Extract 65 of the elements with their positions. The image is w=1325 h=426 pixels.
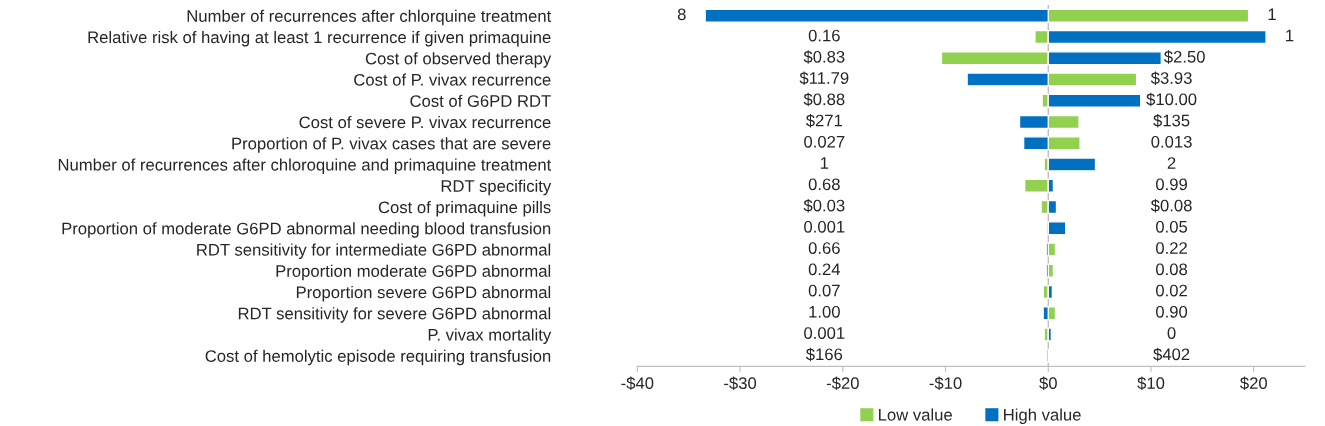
x-tick-label: -$40 [621, 376, 654, 391]
annotation: 0.02 [1156, 284, 1187, 297]
y-tick-label: Relative risk of having at least 1 recurrence if given primaquine [88, 30, 551, 47]
y-tick-label: Cost of observed therapy [365, 52, 552, 68]
annotation: 0.07 [808, 284, 840, 297]
x-tick-label: -$10 [929, 376, 962, 391]
x-tick-label: $20 [1240, 376, 1268, 391]
y-tick-label: P. vivax mortality [428, 328, 552, 344]
annotation: 0.013 [1151, 135, 1192, 148]
y-tick-label: RDT sensitivity for severe G6PD abnormal [238, 307, 551, 323]
x-tick-label: $10 [1137, 376, 1165, 391]
x-tick-label: -$20 [826, 376, 859, 391]
annotation: $0.88 [803, 92, 845, 107]
x-tick-label: $0 [1039, 376, 1057, 391]
annotation: $135 [1153, 113, 1190, 128]
bar [1042, 284, 1049, 300]
annotation: $10.00 [1146, 92, 1197, 107]
annotation: 0.05 [1156, 220, 1188, 233]
annotation: 1 [1268, 8, 1276, 21]
y-tick-label: Number of recurrences after chloroquine and primaquine treatment [58, 158, 552, 174]
annotation: 0.90 [1156, 305, 1188, 318]
y-tick-label: Proportion of moderate G6PD abnormal needing blood transfusion [62, 222, 551, 238]
bar [1047, 221, 1067, 236]
bar [1047, 327, 1053, 342]
annotation: 2 [1167, 157, 1176, 169]
annotation: $11.79 [799, 71, 849, 85]
annotation: 0.08 [1156, 263, 1188, 276]
y-tick-label: RDT sensitivity for intermediate G6PD abnormal [197, 243, 551, 259]
y-tick-label: Cost of hemolytic episode requiring transfusion [205, 349, 551, 366]
y-tick-label: Cost of primaquine pills [378, 200, 551, 217]
annotation: $2.50 [1163, 50, 1205, 64]
annotation: 0 [1167, 327, 1176, 339]
annotation: $402 [1153, 347, 1190, 362]
annotation: $0.08 [1150, 198, 1192, 213]
annotation: $271 [805, 113, 843, 128]
y-tick-label: Proportion of P. vivax cases that are severe [232, 137, 551, 153]
annotation: $0.83 [803, 50, 845, 64]
bar [1047, 157, 1097, 172]
y-tick-label: Number of recurrences after chlorquine treatment [187, 9, 552, 26]
x-tick-label: -$30 [724, 376, 757, 391]
annotation: $166 [805, 347, 843, 362]
y-tick-label: Cost of P. vivax recurrence [354, 73, 551, 86]
legend-label: Low value [879, 408, 952, 421]
annotation: 0.027 [804, 135, 845, 148]
annotation: 8 [677, 8, 686, 21]
y-tick-label: Cost of severe P. vivax recurrence [299, 115, 551, 129]
annotation: 0.66 [808, 242, 840, 254]
legend-label: High value [1004, 408, 1081, 424]
annotation: 0.99 [1156, 178, 1187, 191]
annotation: $0.03 [803, 198, 845, 213]
bar [1043, 327, 1049, 342]
annotation: 0.68 [808, 178, 840, 191]
y-tick-label: Proportion severe G6PD abnormal [296, 285, 551, 302]
annotation: 0.24 [808, 263, 841, 276]
y-tick-label: RDT specificity [441, 179, 552, 196]
annotation: 1 [1286, 29, 1294, 42]
y-tick-label: Cost of G6PD RDT [410, 94, 551, 107]
annotation: 0.16 [808, 29, 840, 42]
annotation: 1 [820, 157, 829, 169]
annotation: 0.001 [804, 327, 845, 339]
annotation: 0.22 [1156, 242, 1187, 254]
y-tick-label: Proportion moderate G6PD abnormal [276, 264, 551, 281]
annotation: 0.001 [804, 220, 845, 233]
annotation: 1.00 [809, 305, 840, 318]
annotation: $3.93 [1150, 71, 1192, 85]
